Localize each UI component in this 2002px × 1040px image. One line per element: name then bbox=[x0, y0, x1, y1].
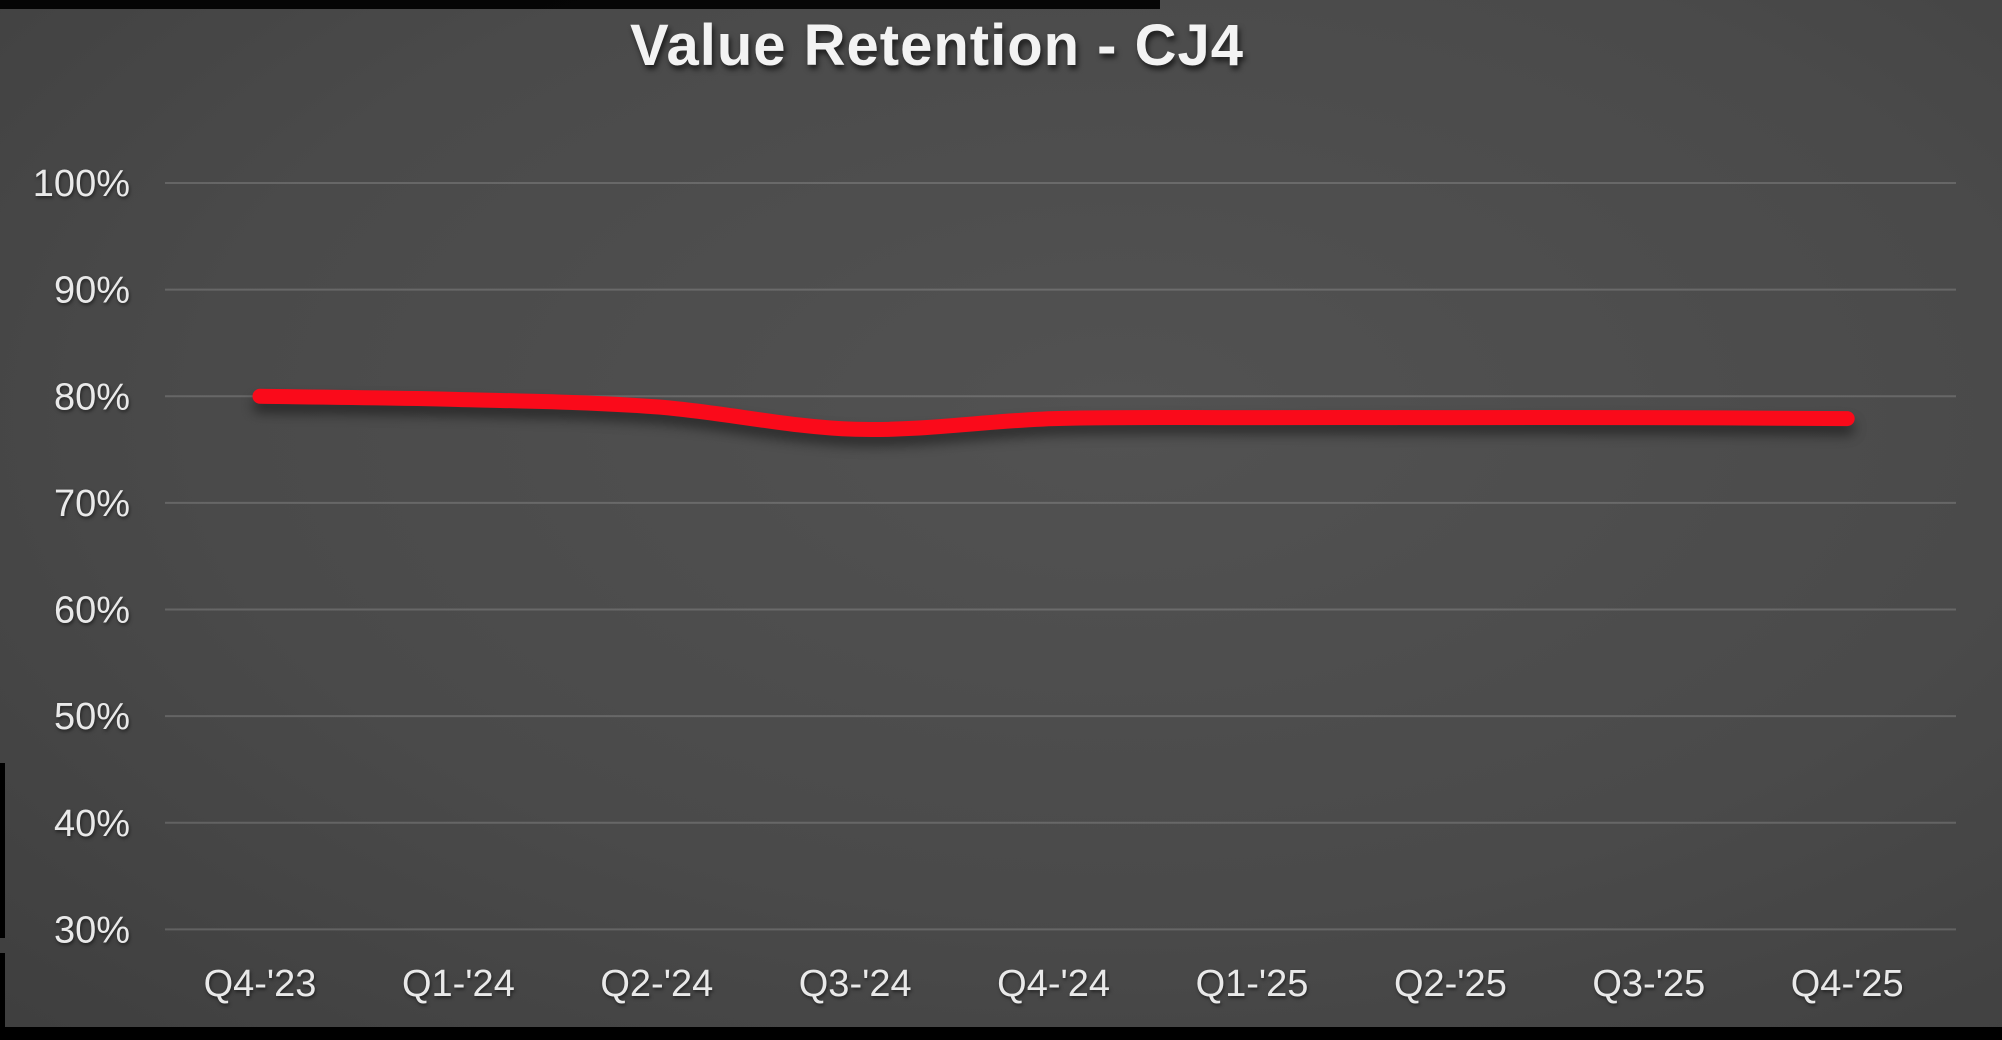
y-tick-label: 80% bbox=[54, 376, 130, 418]
x-tick-label: Q4-'24 bbox=[997, 963, 1110, 1005]
y-tick-label: 100% bbox=[33, 163, 130, 205]
x-tick-label: Q2-'25 bbox=[1394, 963, 1507, 1005]
y-tick-label: 70% bbox=[54, 483, 130, 525]
x-tick-label: Q2-'24 bbox=[600, 963, 713, 1005]
data-series bbox=[252, 388, 1855, 438]
y-axis-labels: 100% 90% 80% 70% 60% 50% 40% 30% bbox=[33, 163, 130, 951]
y-tick-label: 30% bbox=[54, 909, 130, 951]
x-tick-label: Q3-'24 bbox=[799, 963, 912, 1005]
screen-edge-artifact-bottom bbox=[0, 1027, 2002, 1040]
x-tick-label: Q4-'25 bbox=[1791, 963, 1904, 1005]
gridlines bbox=[165, 182, 1956, 931]
screen-edge-artifact-left bbox=[0, 763, 5, 938]
screen-edge-artifact-left bbox=[0, 953, 5, 1028]
y-tick-label: 50% bbox=[54, 696, 130, 738]
x-axis-labels: Q4-'23 Q1-'24 Q2-'24 Q3-'24 Q4-'24 Q1-'25 Q2-'… bbox=[204, 963, 1904, 1005]
y-tick-label: 60% bbox=[54, 590, 130, 632]
x-tick-label: Q1-'24 bbox=[402, 963, 515, 1005]
value-retention-line bbox=[252, 388, 1855, 438]
x-tick-label: Q4-'23 bbox=[204, 963, 317, 1005]
screen-edge-artifact-top bbox=[0, 0, 1160, 9]
y-tick-label: 90% bbox=[54, 270, 130, 312]
chart-title: Value Retention - CJ4 bbox=[629, 13, 1245, 78]
x-tick-label: Q3-'25 bbox=[1592, 963, 1705, 1005]
y-tick-label: 40% bbox=[54, 803, 130, 845]
x-tick-label: Q1-'25 bbox=[1196, 963, 1309, 1005]
